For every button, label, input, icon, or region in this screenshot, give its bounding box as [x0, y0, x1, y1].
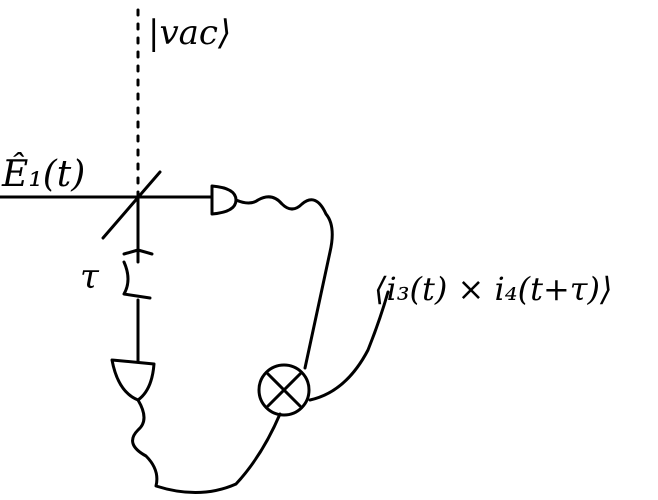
wire-bottom-detector [131, 398, 282, 494]
photodetector-icon [210, 184, 238, 216]
delay-label: τ [80, 257, 100, 297]
field-label: Ê₁(t) [1, 153, 85, 195]
multiplier-icon [257, 363, 311, 417]
correlation-label: ⟨i₃(t) × i₄(t+τ)⟩ [374, 270, 612, 308]
photodetector-icon [110, 358, 156, 402]
output-wire [308, 290, 390, 402]
wire-right-detector [234, 195, 334, 370]
beamsplitter-icon [101, 170, 162, 240]
vacuum-label: |vac⟩ [148, 13, 231, 53]
delay-bracket [122, 248, 154, 300]
